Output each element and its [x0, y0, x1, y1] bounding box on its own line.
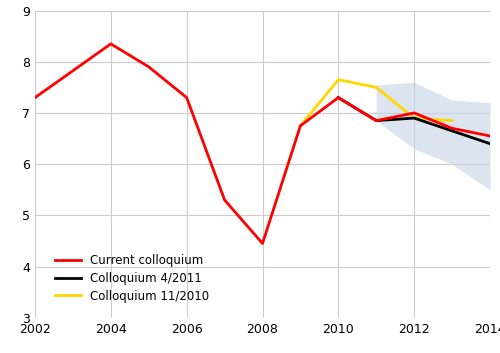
Legend: Current colloquium, Colloquium 4/2011, Colloquium 11/2010: Current colloquium, Colloquium 4/2011, C… — [54, 254, 209, 303]
